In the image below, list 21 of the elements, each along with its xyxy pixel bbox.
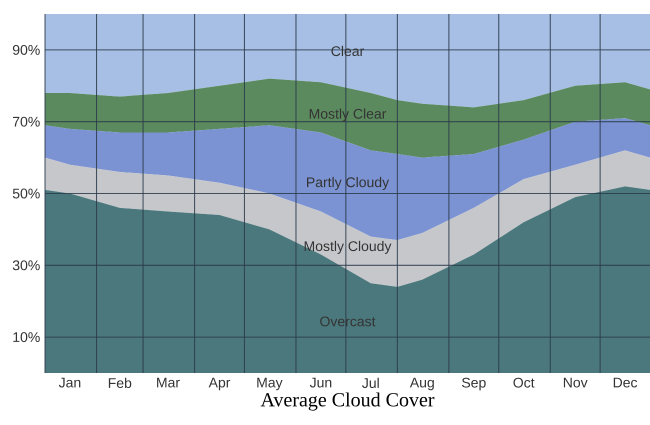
x-tick-label: Mar — [157, 378, 180, 388]
y-tick-label: 90% — [12, 44, 40, 55]
x-tick-label: Jan — [58, 378, 80, 388]
y-tick-label: 50% — [12, 188, 40, 198]
y-tick-label: 30% — [12, 260, 40, 270]
x-tick-label: Nov — [564, 378, 588, 388]
x-tick-label: Jul — [362, 378, 379, 388]
x-tick-label: Aug — [410, 378, 434, 390]
x-tick-label: Jun — [310, 378, 332, 388]
x-tick-label: Feb — [108, 378, 132, 388]
x-tick-label: Dec — [614, 378, 638, 388]
x-tick-label: May — [257, 378, 283, 390]
y-tick-label: 70% — [12, 116, 40, 127]
text: Average Cloud Cover — [260, 392, 434, 411]
series-label: Mostly Cloudy — [304, 240, 392, 254]
x-tick-label: Apr — [208, 378, 230, 390]
y-tick-label: 10% — [13, 332, 40, 342]
x-tick-label: Oct — [513, 378, 534, 388]
series-label: Overcast — [320, 316, 376, 326]
series-label: Partly Cloudy — [307, 176, 390, 190]
x-tick-label: Sep — [462, 378, 486, 390]
